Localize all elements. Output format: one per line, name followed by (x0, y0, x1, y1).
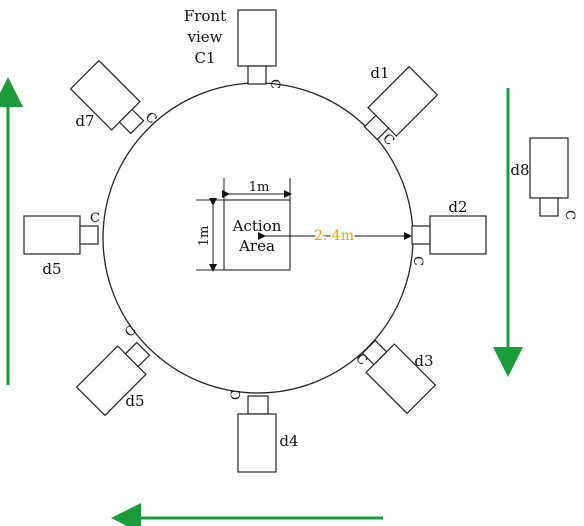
action-area-line2: Area (238, 237, 275, 255)
camera-d5-lower-lens: C (122, 323, 140, 341)
camera-d4-label: d4 (279, 432, 298, 450)
camera-c1-label-line2: view (187, 28, 223, 46)
camera-d2-label: d2 (448, 198, 467, 216)
camera-c1-label-line3: C1 (194, 49, 215, 67)
action-area-box (223, 199, 291, 271)
camera-d5-left-label: d5 (42, 260, 61, 278)
camera-d5-left-lens: C (90, 211, 100, 226)
distance-label: 2. 4m (314, 228, 354, 244)
camera-d8-lens: C (562, 210, 577, 220)
camera-d7: C d7 (69, 59, 160, 135)
camera-d2-lens: C (410, 256, 425, 266)
camera-d5-lower-label: d5 (125, 392, 144, 410)
camera-c1-lens: C (267, 79, 282, 89)
height-dimension-label: 1m (197, 226, 212, 247)
camera-d7-label: d7 (75, 112, 94, 130)
camera-d8-label: d8 (510, 161, 529, 179)
camera-d8: C d8 (510, 137, 577, 220)
camera-d5-lower: C d5 (75, 323, 151, 417)
action-area: Action Area 1m 1m (196, 178, 292, 272)
camera-d4-lens: C (229, 390, 244, 400)
camera-c1: C Front view C1 (184, 7, 282, 89)
camera-d5-left: C d5 (23, 211, 100, 278)
camera-d2: C d2 (410, 198, 487, 266)
camera-c1-label-line1: Front (184, 7, 226, 25)
width-dimension-label: 1m (249, 180, 270, 195)
action-area-line1: Action (232, 217, 282, 235)
camera-d1-label: d1 (370, 64, 389, 82)
camera-d4: C d4 (229, 390, 299, 473)
camera-d1: C d1 (363, 64, 439, 149)
camera-d7-lens: C (142, 110, 160, 128)
camera-d3-label: d3 (414, 352, 433, 370)
camera-d3: C d3 (352, 339, 437, 415)
